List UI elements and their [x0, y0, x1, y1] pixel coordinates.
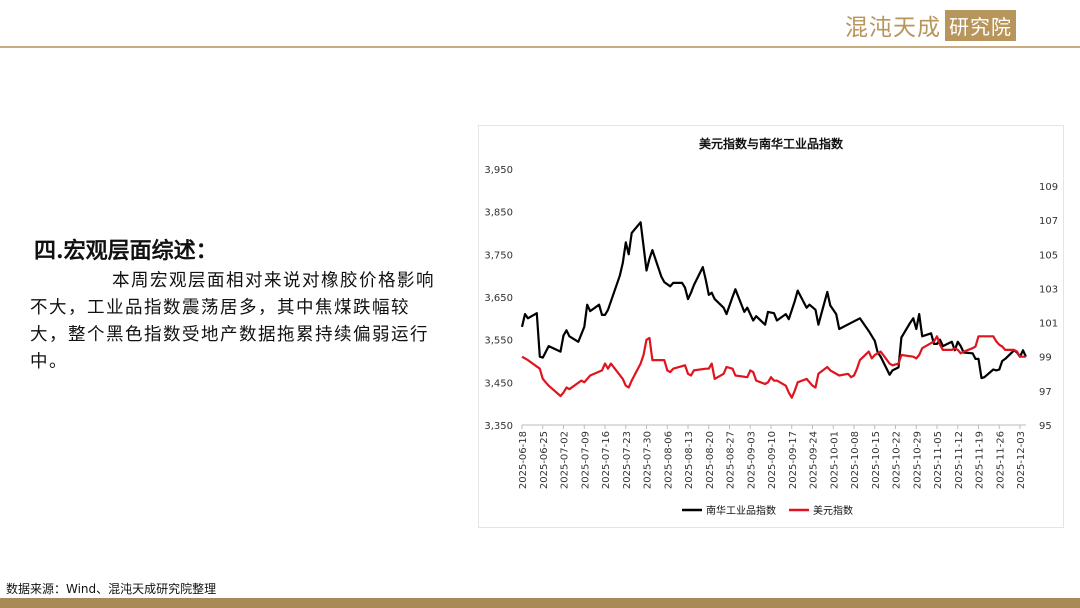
- y-right-tick-label: 95: [1039, 421, 1052, 432]
- x-tick-label: 2025-10-08: [850, 431, 861, 489]
- y-right-tick-label: 97: [1039, 387, 1052, 398]
- x-tick-label: 2025-08-27: [726, 431, 737, 489]
- x-tick-label: 2025-09-10: [767, 431, 778, 489]
- section-paragraph: 本周宏观层面相对来说对橡胶价格影响不大，工业品指数震荡居多，其中焦煤跌幅较大，整…: [30, 271, 435, 372]
- x-tick-label: 2025-09-17: [788, 431, 799, 489]
- x-tick-label: 2025-06-18: [518, 431, 529, 489]
- x-tick-label: 2025-11-05: [933, 431, 944, 489]
- logo-badge: 研究院: [945, 9, 1016, 41]
- logo: 混沌天成 研究院: [845, 9, 1016, 41]
- series-line-nanhua-industrial: [520, 221, 1027, 380]
- y-left-tick-label: 3,650: [484, 293, 513, 304]
- x-tick-label: 2025-09-24: [809, 431, 820, 489]
- x-tick-label: 2025-07-02: [560, 431, 571, 489]
- x-tick-label: 2025-10-29: [912, 431, 923, 489]
- y-right-tick-label: 103: [1039, 284, 1058, 295]
- y-right-tick-label: 109: [1039, 182, 1058, 193]
- y-left-tick-label: 3,450: [484, 378, 513, 389]
- series-line-usd-index: [521, 335, 1026, 399]
- logo-text: 混沌天成: [845, 15, 941, 41]
- y-right-tick-label: 101: [1039, 319, 1058, 330]
- y-left-tick-label: 3,750: [484, 250, 513, 261]
- y-right-tick-label: 105: [1039, 250, 1058, 261]
- x-tick-label: 2025-07-30: [643, 431, 654, 489]
- x-tick-label: 2025-07-16: [601, 431, 612, 489]
- x-tick-label: 2025-08-06: [663, 431, 674, 489]
- x-tick-label: 2025-11-19: [975, 431, 986, 489]
- legend-label-nanhua: 南华工业品指数: [706, 504, 776, 517]
- y-right-tick-label: 107: [1039, 216, 1058, 227]
- x-tick-label: 2025-10-01: [829, 431, 840, 489]
- x-tick-label: 2025-10-15: [871, 431, 882, 489]
- y-left-tick-label: 3,950: [484, 165, 513, 176]
- x-tick-label: 2025-07-09: [580, 431, 591, 489]
- legend: 南华工业品指数 美元指数: [682, 504, 853, 517]
- x-tick-label: 2025-12-03: [1016, 431, 1027, 489]
- y-left-tick-label: 3,350: [484, 421, 513, 432]
- x-tick-label: 2025-11-26: [995, 431, 1006, 489]
- x-tick-label: 2025-11-12: [954, 431, 965, 489]
- x-tick-label: 2025-06-25: [539, 431, 550, 489]
- x-tick-label: 2025-08-20: [705, 431, 716, 489]
- chart-title: 美元指数与南华工业品指数: [699, 136, 844, 151]
- y-left-tick-label: 3,550: [484, 336, 513, 347]
- chart-panel: 美元指数与南华工业品指数 3,350 3,450 3,550 3,650 3,750 3,…: [478, 125, 1064, 528]
- x-tick-label: 2025-08-13: [684, 431, 695, 489]
- chart-svg: 美元指数与南华工业品指数 3,350 3,450 3,550 3,650 3,750 3,…: [484, 136, 1058, 517]
- footer-bar: [0, 598, 1080, 608]
- x-tick-label: 2025-09-03: [746, 431, 757, 489]
- legend-label-usd: 美元指数: [813, 504, 853, 517]
- x-tick-label: 2025-10-22: [892, 431, 903, 489]
- section-heading: 四.宏观层面综述：: [34, 238, 218, 264]
- y-right-tick-label: 99: [1039, 353, 1052, 364]
- x-tick-label: 2025-07-23: [622, 431, 633, 489]
- header-divider: [0, 46, 1080, 48]
- data-source: 数据来源：Wind、混沌天成研究院整理: [6, 582, 217, 596]
- y-left-tick-label: 3,850: [484, 208, 513, 219]
